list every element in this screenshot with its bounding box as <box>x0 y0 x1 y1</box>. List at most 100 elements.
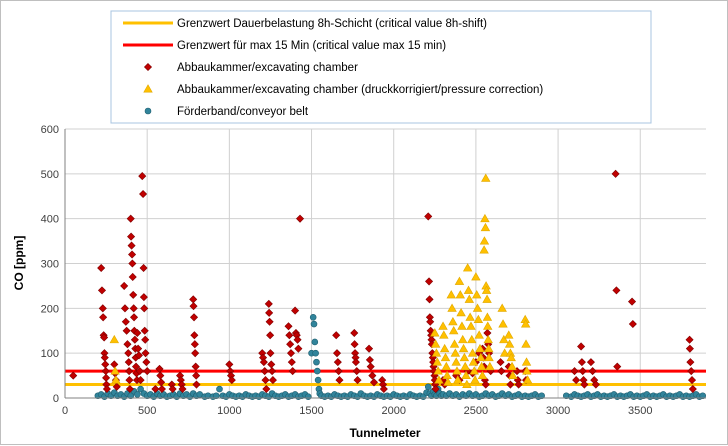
pressure-corrected-point <box>479 236 490 245</box>
excavating-chamber-point <box>168 385 177 394</box>
excavating-chamber-point <box>100 333 109 342</box>
pressure-corrected-point <box>448 316 458 326</box>
excavating-chamber-point <box>190 331 199 340</box>
y-tick-label: 200 <box>41 303 59 315</box>
pressure-corrected-point <box>443 377 453 386</box>
x-tick-label: 1000 <box>217 405 241 417</box>
pressure-corrected-point <box>506 352 516 362</box>
x-tick-label: 3000 <box>546 405 570 417</box>
excavating-chamber-point <box>431 385 440 394</box>
pressure-corrected-point <box>520 319 531 328</box>
pressure-corrected-point <box>476 352 486 362</box>
pressure-corrected-point <box>440 352 451 362</box>
pressure-corrected-point <box>485 361 495 371</box>
excavating-chamber-point <box>138 172 147 181</box>
excavating-chamber-point <box>122 326 131 335</box>
excavating-chamber-point <box>588 367 597 376</box>
excavating-chamber-point <box>261 376 270 385</box>
excavating-chamber-point <box>291 306 300 315</box>
pressure-corrected-point <box>109 334 120 344</box>
excavating-chamber-point <box>365 344 374 353</box>
excavating-chamber-point <box>123 340 132 349</box>
pressure-corrected-point <box>455 290 466 299</box>
pressure-corrected-point <box>467 348 478 357</box>
pressure-corrected-point <box>432 357 442 366</box>
excavating-chamber-point <box>577 358 586 367</box>
excavating-chamber-point <box>685 344 694 353</box>
excavating-chamber-point <box>425 277 434 286</box>
pressure-corrected-point <box>457 321 467 330</box>
excavating-chamber-point <box>424 212 433 221</box>
grid <box>65 128 706 398</box>
excavating-chamber-point <box>572 376 581 385</box>
excavating-chamber-point <box>129 304 138 313</box>
conveyor-belt-point <box>314 376 322 384</box>
pressure-corrected-point <box>438 321 448 330</box>
y-tick-label: 600 <box>41 124 59 136</box>
excavating-chamber-point <box>100 353 109 362</box>
pressure-corrected-point <box>483 321 493 330</box>
y-tick-label: 0 <box>53 393 59 405</box>
pressure-corrected-point <box>448 325 459 335</box>
pressure-corrected-point <box>466 321 476 330</box>
excavating-chamber-point <box>101 360 110 369</box>
pressure-corrected-point <box>439 343 450 353</box>
excavating-chamber-point <box>124 349 133 358</box>
y-axis-title: CO [ppm] <box>12 236 26 291</box>
pressure-corrected-point <box>447 303 457 312</box>
pressure-corrected-point <box>474 330 484 339</box>
excavating-chamber-point <box>334 367 343 376</box>
excavating-chamber-point <box>130 313 139 322</box>
x-tick-label: 2500 <box>464 405 488 417</box>
excavating-chamber-point <box>121 317 130 326</box>
x-tick-label: 2000 <box>381 405 405 417</box>
excavating-chamber-point <box>189 302 198 311</box>
excavating-chamber-point <box>265 308 274 317</box>
excavating-chamber-point <box>136 376 145 385</box>
legend: Grenzwert Dauerbelastung 8h-Schicht (cri… <box>110 10 652 124</box>
excavating-chamber-point <box>120 304 130 313</box>
conveyor-belt-point <box>311 338 319 346</box>
excavating-chamber-point <box>120 281 129 290</box>
excavating-chamber-point <box>139 189 148 199</box>
pressure-corrected-point <box>452 366 462 375</box>
excavating-chamber-point <box>99 313 108 322</box>
excavating-chamber-point <box>483 328 492 338</box>
pressure-corrected-point <box>484 343 494 353</box>
y-tick-label: 500 <box>41 169 59 181</box>
x-axis-title: Tunnelmeter <box>349 426 420 440</box>
excavating-chamber-point <box>296 214 305 223</box>
excavating-chamber-point <box>333 358 342 367</box>
excavating-chamber-point <box>151 385 160 394</box>
excavating-chamber-point <box>264 299 273 308</box>
conveyor-belt-point <box>127 392 135 400</box>
pressure-corrected-point <box>499 348 510 357</box>
excavating-chamber-point <box>192 371 201 380</box>
pressure-corrected-point <box>111 375 121 384</box>
excavating-chamber-point <box>570 367 579 376</box>
pressure-corrected-point <box>508 370 518 380</box>
excavating-chamber-point <box>350 328 359 338</box>
excavating-chamber-point <box>586 358 595 367</box>
pressure-corrected-point <box>481 173 491 182</box>
excavating-chamber-point <box>156 371 165 380</box>
excavating-chamber-point <box>628 320 637 329</box>
excavating-chamber-point <box>685 335 694 344</box>
excavating-chamber-point <box>128 250 137 259</box>
legend-item-excavating-chamber-label: Abbaukammer/excavating chamber <box>177 62 358 74</box>
excavating-chamber-point <box>286 340 295 349</box>
excavating-chamber-point <box>687 367 696 376</box>
pressure-corrected-point <box>504 330 514 339</box>
excavating-chamber-point <box>578 367 587 376</box>
excavating-chamber-point <box>128 259 137 268</box>
x-tick-label: 500 <box>138 405 156 417</box>
axes <box>64 129 706 399</box>
excavating-chamber-point <box>189 295 198 304</box>
pressure-corrected-point <box>471 272 481 281</box>
excavating-chamber-point <box>225 360 234 369</box>
excavating-chamber-point <box>143 367 152 376</box>
excavating-chamber-point <box>128 272 137 281</box>
excavating-chamber-point <box>178 385 187 394</box>
excavating-chamber-point <box>425 295 434 304</box>
